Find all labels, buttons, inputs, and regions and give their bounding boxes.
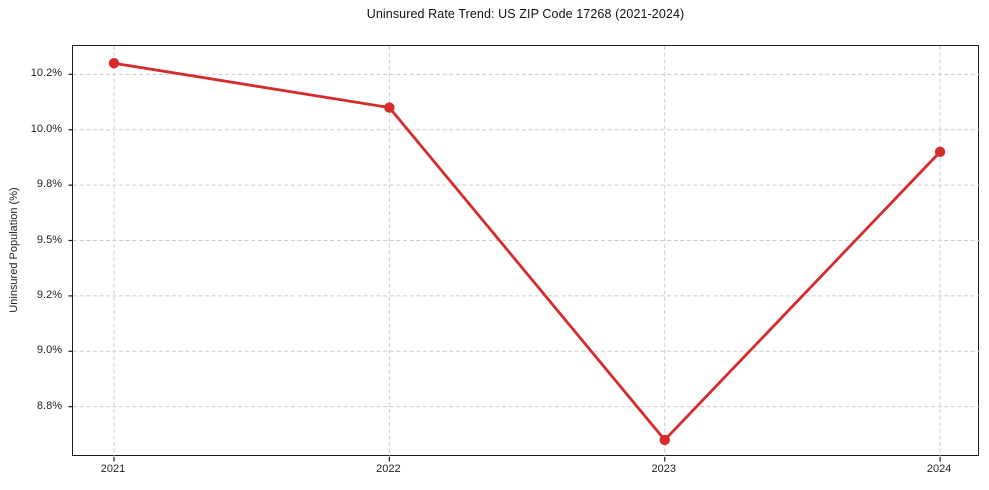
chart-title: Uninsured Rate Trend: US ZIP Code 17268 … — [366, 7, 685, 21]
data-point — [108, 58, 120, 69]
data-point — [659, 434, 670, 446]
y-tick-label: 9.8% — [36, 178, 62, 191]
y-tick-label: 9.5% — [36, 233, 62, 246]
y-tick-label: 10.2% — [30, 67, 62, 80]
y-tick-label: 10.0% — [30, 122, 62, 135]
x-tick-label: 2023 — [651, 463, 676, 475]
data-point — [384, 102, 395, 113]
data-point — [934, 146, 946, 158]
plot-area — [68, 45, 980, 462]
line-chart — [68, 46, 980, 462]
y-tick-label: 9.2% — [36, 288, 62, 301]
y-tick-label: 9.0% — [36, 344, 62, 357]
data-line — [112, 61, 942, 442]
y-axis-label: Uninsured Population (%) — [8, 187, 20, 313]
x-tick-label: 2021 — [100, 463, 126, 475]
x-tick-label: 2022 — [376, 463, 401, 475]
x-tick-label: 2024 — [926, 463, 952, 475]
y-tick-label: 8.8% — [36, 399, 62, 412]
